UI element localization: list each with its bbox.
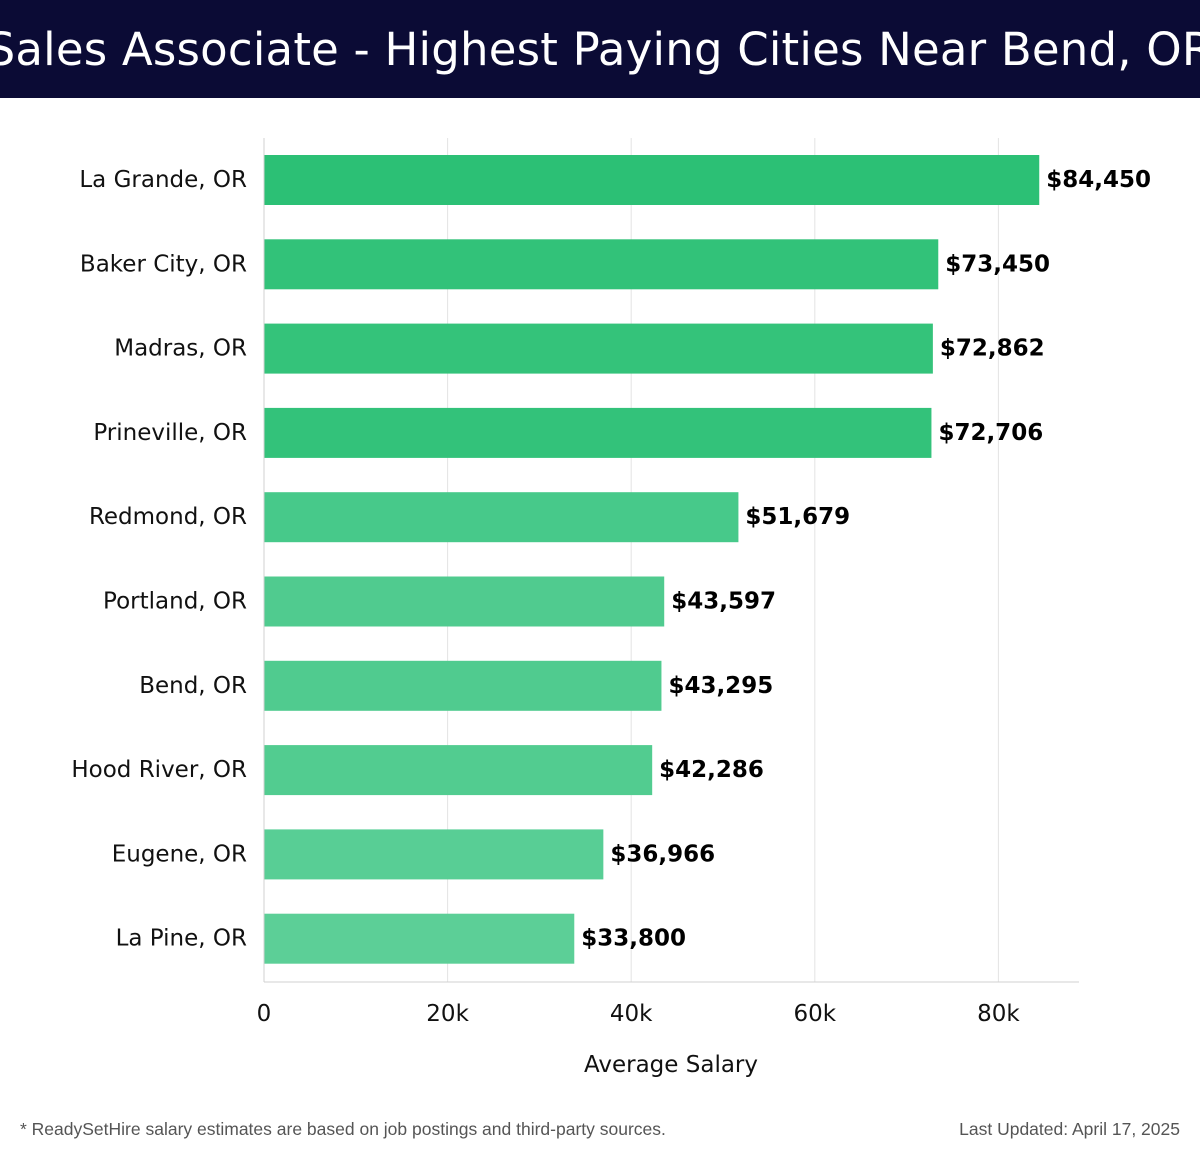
title-bar: Sales Associate - Highest Paying Cities … <box>0 0 1200 98</box>
x-tick-label: 80k <box>977 1001 1020 1027</box>
footnote: * ReadySetHire salary estimates are base… <box>20 1119 666 1139</box>
category-label: Baker City, OR <box>80 251 247 277</box>
x-tick-label: 40k <box>610 1001 653 1027</box>
category-label: Madras, OR <box>114 336 247 362</box>
value-label: $33,800 <box>581 926 686 952</box>
bar <box>264 745 653 796</box>
value-label: $72,706 <box>938 420 1043 446</box>
value-label: $43,597 <box>671 589 776 615</box>
x-axis-label: Average Salary <box>584 1052 758 1078</box>
category-label: Bend, OR <box>139 673 247 699</box>
value-label: $72,862 <box>940 336 1045 362</box>
bar <box>264 576 665 627</box>
value-label: $43,295 <box>668 673 773 699</box>
value-label: $73,450 <box>945 251 1050 277</box>
category-label: La Grande, OR <box>79 167 247 193</box>
bar-chart: La Grande, OR $84,450 Baker City, OR $73,45… <box>71 138 1151 1078</box>
bar <box>264 492 739 543</box>
bar <box>264 913 575 964</box>
category-label: La Pine, OR <box>116 926 247 952</box>
value-label: $51,679 <box>745 504 850 530</box>
bar <box>264 323 933 374</box>
value-label: $84,450 <box>1046 167 1151 193</box>
chart-title: Sales Associate - Highest Paying Cities … <box>0 22 1200 76</box>
x-tick-label: 20k <box>426 1001 469 1027</box>
bar <box>264 407 932 458</box>
bar <box>264 239 939 290</box>
bar <box>264 660 662 711</box>
bar <box>264 155 1040 205</box>
value-label: $36,966 <box>610 841 715 867</box>
x-tick-label: 60k <box>794 1001 837 1027</box>
last-updated: Last Updated: April 17, 2025 <box>959 1119 1180 1139</box>
value-label: $42,286 <box>659 757 764 783</box>
category-label: Eugene, OR <box>112 841 247 867</box>
category-label: Portland, OR <box>103 589 247 615</box>
category-label: Prineville, OR <box>93 420 247 446</box>
x-tick-label: 0 <box>257 1001 272 1027</box>
category-label: Hood River, OR <box>71 757 247 783</box>
bar <box>264 829 604 880</box>
category-label: Redmond, OR <box>89 504 247 530</box>
